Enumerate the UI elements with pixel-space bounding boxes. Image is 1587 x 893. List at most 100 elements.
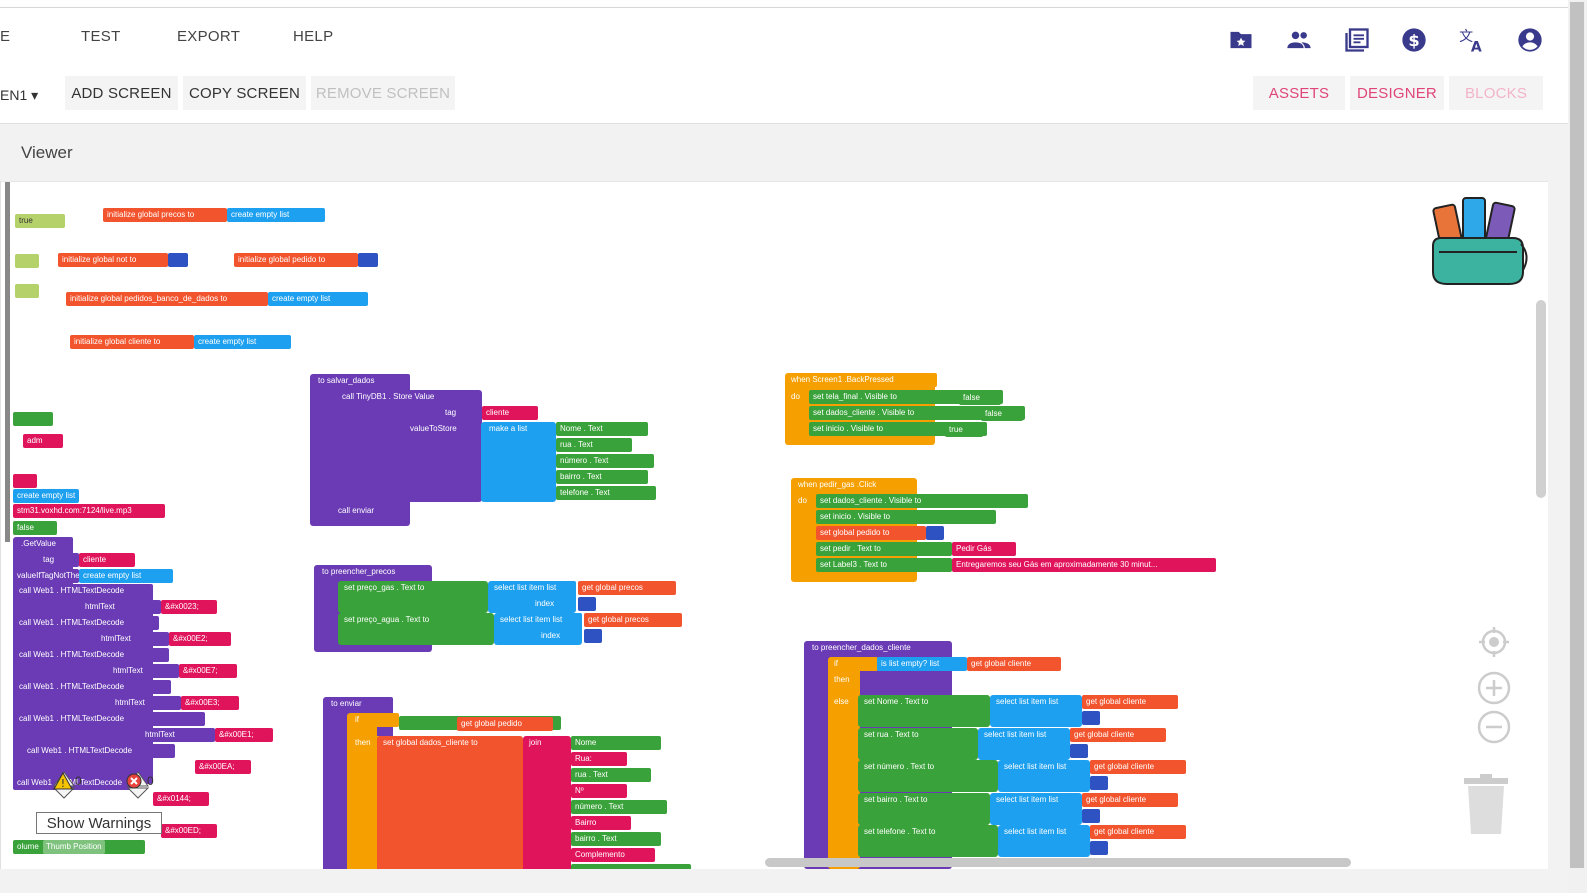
set-inicio[interactable]: set inicio . Visible to [816,510,996,524]
zoom-in-icon[interactable] [1477,671,1511,705]
get-global-cliente[interactable]: get global cliente [1082,793,1178,807]
audio-url-text[interactable]: stm31.voxhd.com:7124/live.mp3 [13,504,165,518]
folder-star-icon[interactable] [1227,26,1255,54]
get-global-cliente[interactable]: get global cliente [1082,695,1178,709]
screen-select[interactable]: EN1 ▾ [0,87,39,103]
assets-button[interactable]: ASSETS [1253,76,1345,110]
init-pedido-block[interactable]: initialize global pedido to [234,253,358,267]
menu-item-partial[interactable]: E [0,28,11,45]
set-tela-final[interactable]: set tela_final . Visible to [809,390,1003,404]
pedir-gas-text[interactable]: Pedir Gás [952,542,1016,556]
get-global-precos[interactable]: get global precos [578,581,676,595]
number-block[interactable] [1090,776,1108,790]
set-label3-text[interactable]: set Label3 . Text to [816,558,952,572]
set-dados-cliente[interactable]: set dados_cliente . Visible to [809,406,1025,420]
menu-item-test[interactable]: TEST [81,28,121,45]
numero-getter[interactable]: número . Text [571,800,667,814]
is-list-empty-block[interactable]: is list empty? list [877,657,967,671]
create-empty-list-block[interactable]: create empty list [13,489,79,503]
join-block[interactable] [523,736,571,869]
number-block[interactable] [1070,744,1088,758]
people-icon[interactable] [1285,26,1313,54]
recenter-icon[interactable] [1477,625,1511,659]
true-block[interactable]: true [15,214,65,228]
number-block[interactable] [926,526,944,540]
adm-text[interactable]: adm [23,434,63,448]
rua-text-getter[interactable]: rua . Text [556,438,632,452]
true-block[interactable]: true [945,423,983,437]
bairro-getter[interactable]: bairro . Text [571,832,661,846]
menu-item-export[interactable]: EXPORT [177,28,241,45]
rua-getter[interactable]: rua . Text [571,768,651,782]
backpack-icon[interactable] [1427,196,1531,288]
remove-screen-button[interactable]: REMOVE SCREEN [311,76,455,110]
set-pedir-text[interactable]: set pedir . Text to [816,542,952,556]
entity-text[interactable]: &#x00E2; [169,632,231,646]
blocks-workspace[interactable]: true initialize global precos to create … [0,181,1548,869]
create-empty-list-block[interactable]: create empty list [194,335,291,349]
partial-block[interactable] [13,474,37,488]
rua-text[interactable]: Rua: [571,752,627,766]
entity-text[interactable]: &#x0144; [153,792,209,806]
copy-screen-button[interactable]: COPY SCREEN [183,76,306,110]
designer-button[interactable]: DESIGNER [1350,76,1444,110]
telefone-text-getter[interactable]: telefone . Text [556,486,656,500]
entity-text[interactable]: &#x00ED; [161,824,217,838]
entregaremos-text[interactable]: Entregaremos seu Gás em aproximadamente … [952,558,1216,572]
set-global-pedido[interactable]: set global pedido to [816,526,926,540]
set-dados-cliente[interactable]: set dados_cliente . Visible to [816,494,1028,508]
get-global-cliente[interactable]: get global cliente [1090,825,1186,839]
get-global-cliente[interactable]: get global cliente [967,657,1061,671]
vertical-scrollbar[interactable] [1536,300,1546,498]
entity-text[interactable]: &#x0023; [161,600,217,614]
create-empty-list-block[interactable]: create empty list [268,292,368,306]
show-warnings-button[interactable]: Show Warnings [36,812,162,834]
create-empty-list-block[interactable]: create empty list [227,208,325,222]
menu-item-help[interactable]: HELP [293,28,334,45]
horizontal-scrollbar[interactable] [765,858,1351,867]
call-enviar-block[interactable]: call enviar [334,504,409,518]
get-global-cliente[interactable]: get global cliente [1070,728,1166,742]
bairro-text[interactable]: Bairro [571,816,631,830]
entity-text[interactable]: &#x00E7; [179,664,237,678]
number-block[interactable] [1082,809,1100,823]
get-global-precos[interactable]: get global precos [584,613,682,627]
cliente-text-block[interactable]: cliente [482,406,538,420]
init-cliente-block[interactable]: initialize global cliente to [70,335,194,349]
number-block[interactable] [358,253,378,267]
gallery-icon[interactable] [1343,26,1371,54]
number-block[interactable] [168,253,188,267]
number-block[interactable] [1082,711,1100,725]
complemento-text[interactable]: Complemento [571,848,655,862]
nome-text-getter[interactable]: Nome . Text [556,422,648,436]
list-fragment[interactable] [15,254,39,268]
false-block[interactable]: false [981,407,1023,421]
blocks-button[interactable]: BLOCKS [1449,76,1543,110]
dollar-icon[interactable]: $ [1400,26,1428,54]
entity-text[interactable]: &#x00E3; [181,696,239,710]
number-block[interactable] [584,629,602,643]
set-global-dados-cliente[interactable] [377,736,523,869]
get-global-cliente[interactable]: get global cliente [1090,760,1186,774]
numero-text-getter[interactable]: número . Text [556,454,654,468]
trash-icon[interactable] [1461,774,1511,836]
create-empty-list-block[interactable]: create empty list [79,569,173,583]
translate-icon[interactable]: 文A [1458,26,1486,54]
bairro-text-getter[interactable]: bairro . Text [556,470,648,484]
false-block[interactable]: false [13,521,57,535]
nome-getter[interactable]: Nome [571,736,661,750]
false-block[interactable]: false [959,391,1001,405]
cliente-text[interactable]: cliente [79,553,135,567]
number-block[interactable] [1090,841,1108,855]
init-precos-block[interactable]: initialize global precos to [103,208,227,222]
get-global-pedido[interactable]: get global pedido [457,717,553,731]
account-icon[interactable] [1516,26,1544,54]
complemento-getter[interactable] [571,864,691,869]
zoom-out-icon[interactable] [1477,710,1511,744]
entity-text[interactable]: &#x00EA; [195,760,251,774]
thumb-position-block[interactable]: olume Thumb Position [13,840,145,854]
list-fragment[interactable] [15,284,39,298]
number-block[interactable] [578,597,596,611]
set-inicio[interactable]: set inicio . Visible to [809,422,987,436]
init-pedidos-banco-block[interactable]: initialize global pedidos_banco_de_dados… [66,292,268,306]
